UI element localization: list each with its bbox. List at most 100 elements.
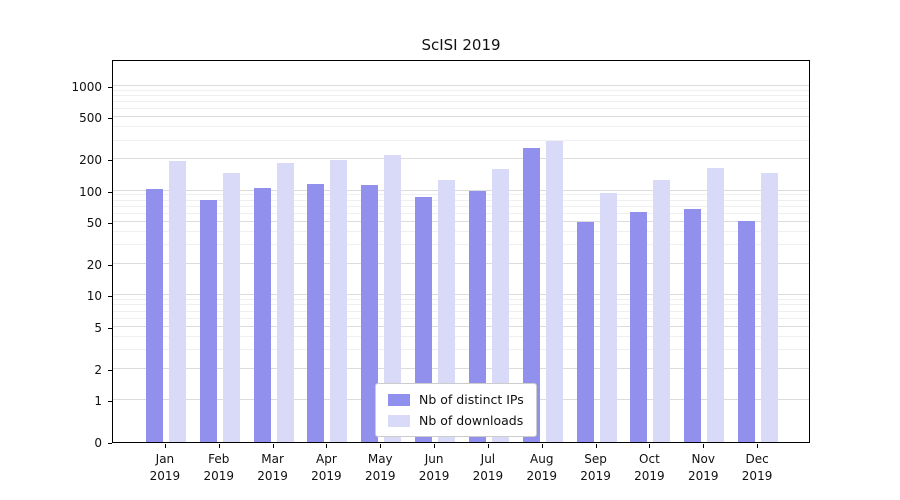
bar-downloads-jul (491, 169, 509, 442)
y-tick-mark (108, 401, 112, 403)
bar-distinct-ips-mar (253, 187, 271, 442)
legend-swatch-distinct-ips (388, 393, 410, 406)
x-tick-mark (380, 444, 382, 448)
gridline-minor (113, 336, 809, 338)
gridline-minor (113, 94, 809, 96)
gridline-major (113, 84, 809, 86)
y-tick-label-200: 200 (79, 152, 102, 167)
legend: Nb of distinct IPs Nb of downloads (375, 383, 537, 437)
legend-label-downloads: Nb of downloads (419, 413, 524, 428)
y-tick-label-100: 100 (79, 184, 102, 199)
gridline-minor (113, 349, 809, 351)
bar-distinct-ips-oct (630, 211, 648, 442)
x-tick-label-aug: Aug 2019 (526, 452, 558, 483)
y-tick-label-10: 10 (86, 289, 102, 304)
x-tick-label-may: May 2019 (364, 452, 396, 483)
gridline-minor (113, 100, 809, 102)
x-tick-label-nov: Nov 2019 (687, 452, 719, 483)
gridline-major (113, 158, 809, 159)
x-tick-mark (757, 444, 759, 448)
y-tick-mark (108, 118, 112, 120)
chart-title: ScISI 2019 (421, 36, 501, 54)
x-tick-label-jan: Jan 2019 (149, 452, 181, 483)
gridline-minor (113, 299, 809, 301)
y-tick-mark (108, 327, 112, 329)
legend-label-distinct-ips: Nb of distinct IPs (419, 392, 524, 407)
bar-downloads-mar (276, 163, 294, 442)
bar-downloads-jun (438, 179, 456, 442)
x-tick-mark (703, 444, 705, 448)
y-tick-mark (108, 159, 112, 161)
y-tick-mark (108, 191, 112, 193)
y-tick-mark (108, 443, 112, 444)
x-tick-mark (649, 444, 651, 448)
x-tick-mark (541, 444, 543, 448)
x-tick-mark (326, 444, 328, 448)
y-tick-label-0: 0 (94, 436, 102, 450)
gridline-minor (113, 139, 809, 141)
gridline-major (113, 262, 809, 264)
bar-distinct-ips-jul (468, 190, 486, 442)
gridline-major (113, 325, 809, 327)
bar-downloads-nov (707, 167, 725, 442)
x-tick-mark (164, 444, 166, 448)
y-tick-label-500: 500 (79, 111, 102, 126)
bar-distinct-ips-apr (307, 184, 325, 442)
bar-downloads-apr (330, 159, 348, 442)
gridline-minor (113, 212, 809, 214)
bar-downloads-aug (545, 140, 563, 442)
gridline-major (113, 367, 809, 369)
gridline-minor (113, 317, 809, 319)
gridline-minor (113, 304, 809, 306)
y-tick-mark (108, 369, 112, 371)
bar-downloads-sep (599, 192, 617, 442)
y-tick-label-2: 2 (94, 362, 102, 377)
legend-item-downloads: Nb of downloads (388, 413, 524, 428)
bar-distinct-ips-jan (145, 189, 163, 442)
x-tick-label-jul: Jul 2019 (472, 452, 504, 483)
bar-distinct-ips-feb (199, 199, 217, 442)
legend-swatch-downloads (388, 414, 410, 427)
y-tick-mark (108, 264, 112, 266)
y-tick-label-5: 5 (94, 320, 102, 335)
x-tick-label-mar: Mar 2019 (257, 452, 288, 483)
gridline-minor (113, 231, 809, 233)
bar-distinct-ips-may (361, 184, 379, 442)
bar-distinct-ips-sep (576, 222, 594, 442)
gridline-major (113, 294, 809, 296)
gridline-major (113, 189, 809, 191)
bar-downloads-dec (761, 173, 779, 442)
x-tick-label-jun: Jun 2019 (418, 452, 450, 483)
gridline-minor (113, 199, 809, 201)
bar-downloads-may (384, 154, 402, 442)
y-tick-mark (108, 86, 112, 88)
bar-downloads-oct (653, 179, 671, 442)
plot-area: Nb of distinct IPs Nb of downloads (112, 60, 810, 443)
x-tick-mark (434, 444, 436, 448)
gridline-minor (113, 205, 809, 207)
gridline-major (113, 116, 809, 118)
x-tick-label-oct: Oct 2019 (634, 452, 665, 483)
gridline-major (113, 221, 809, 223)
bar-downloads-jan (168, 161, 186, 442)
bar-downloads-feb (222, 172, 240, 442)
legend-item-distinct-ips: Nb of distinct IPs (388, 392, 524, 407)
x-tick-label-dec: Dec 2019 (741, 452, 773, 483)
x-tick-mark (272, 444, 274, 448)
y-tick-label-1000: 1000 (71, 79, 102, 94)
gridline-minor (113, 108, 809, 109)
x-tick-mark (595, 444, 597, 448)
x-tick-label-apr: Apr 2019 (311, 452, 342, 483)
y-tick-label-20: 20 (86, 257, 102, 272)
y-tick-label-1: 1 (94, 394, 102, 409)
x-tick-label-feb: Feb 2019 (203, 452, 235, 483)
gridline-minor (113, 310, 809, 312)
gridline-minor (113, 126, 809, 128)
gridline-minor (113, 89, 809, 91)
bar-distinct-ips-aug (522, 148, 540, 442)
gridline-minor (113, 244, 809, 246)
bar-distinct-ips-nov (684, 209, 702, 442)
bar-distinct-ips-jun (415, 197, 433, 442)
y-tick-mark (108, 223, 112, 225)
